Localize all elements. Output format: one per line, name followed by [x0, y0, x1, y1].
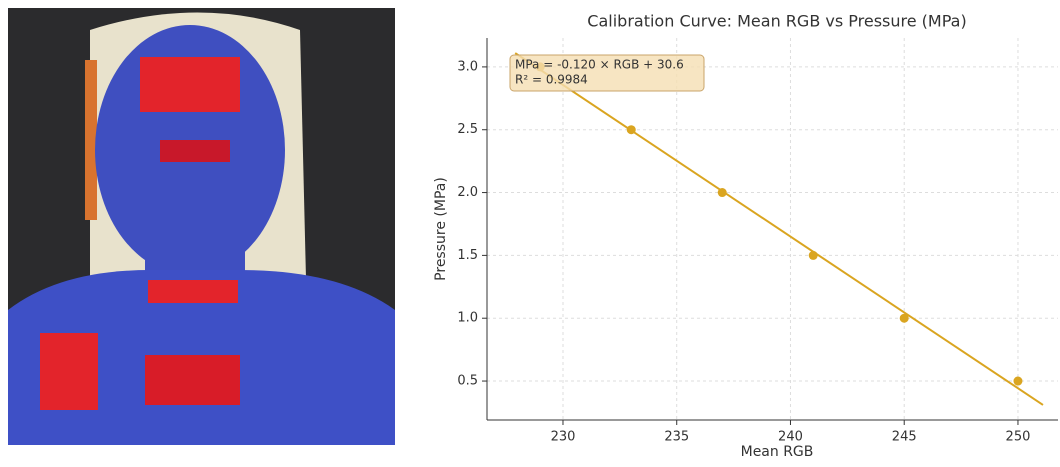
chart-title: Calibration Curve: Mean RGB vs Pressure …: [587, 12, 966, 31]
fit-line: [514, 52, 1044, 406]
x-axis-label: Mean RGB: [741, 444, 814, 460]
y-tick-label: 1.0: [457, 311, 478, 326]
photo: [8, 8, 395, 445]
y-tick-label: 1.5: [457, 248, 478, 263]
photo-film: [160, 140, 230, 162]
y-axis-label: Pressure (MPa): [433, 177, 449, 281]
photo-film: [140, 57, 240, 112]
y-tick-label: 0.5: [457, 374, 478, 389]
y-tick-label: 2.0: [457, 185, 478, 200]
photo-film: [145, 355, 240, 405]
x-tick-label: 250: [1006, 430, 1031, 445]
annotation-text: R² = 0.9984: [515, 73, 588, 87]
photo-film: [148, 280, 238, 303]
point: [1013, 376, 1023, 386]
y-tick-label: 2.5: [457, 122, 478, 137]
annotation-box: [509, 54, 705, 92]
photo-tape: [85, 60, 97, 220]
photo-film: [40, 333, 98, 410]
annotation-text: MPa = -0.120 × RGB + 30.6: [515, 58, 684, 72]
point: [899, 313, 909, 323]
x-tick-label: 245: [892, 430, 917, 445]
x-tick-label: 230: [551, 430, 576, 445]
y-tick-label: 3.0: [457, 59, 478, 74]
x-tick-label: 240: [778, 430, 803, 445]
x-tick-label: 235: [664, 430, 689, 445]
